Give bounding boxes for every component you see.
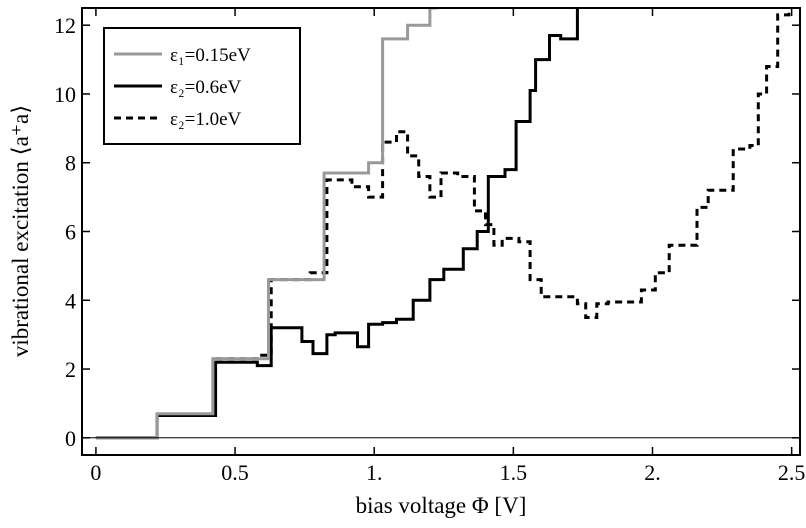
y-axis-title: vibrational excitation ⟨a⁺a⟩ xyxy=(8,105,33,357)
legend-label-2: ε₂=0.6eV xyxy=(170,77,242,98)
y-tick-label: 8 xyxy=(65,151,76,176)
y-tick-label: 0 xyxy=(65,426,76,451)
y-tick-label: 4 xyxy=(65,288,76,313)
x-tick-label: 2. xyxy=(644,460,661,485)
y-tick-label: 6 xyxy=(65,220,76,245)
legend-label-1: ε₁=0.15eV xyxy=(170,45,251,66)
series-line-1 xyxy=(95,8,439,440)
curves-layer xyxy=(95,8,791,440)
y-tick-label: 2 xyxy=(65,357,76,382)
legend: ε₁=0.15eV ε₂=0.6eV ε₂=1.0eV xyxy=(103,27,301,145)
y-tick-label: 10 xyxy=(54,82,76,107)
x-tick-label: 0 xyxy=(90,460,101,485)
x-tick-label: 1.5 xyxy=(500,460,528,485)
y-tick-label: 12 xyxy=(54,13,76,38)
x-tick-label: 0.5 xyxy=(221,460,249,485)
x-tick-label: 1. xyxy=(366,460,383,485)
x-tick-label: 2.5 xyxy=(778,460,806,485)
legend-label-3: ε₂=1.0eV xyxy=(170,109,242,130)
x-axis-title: bias voltage Φ [V] xyxy=(356,493,527,518)
series-line-2 xyxy=(95,8,579,440)
ticks-layer: 0 0.5 1. 1.5 2. 2.5 0 2 4 6 8 10 12 xyxy=(54,8,805,485)
series-line-3 xyxy=(215,11,791,361)
